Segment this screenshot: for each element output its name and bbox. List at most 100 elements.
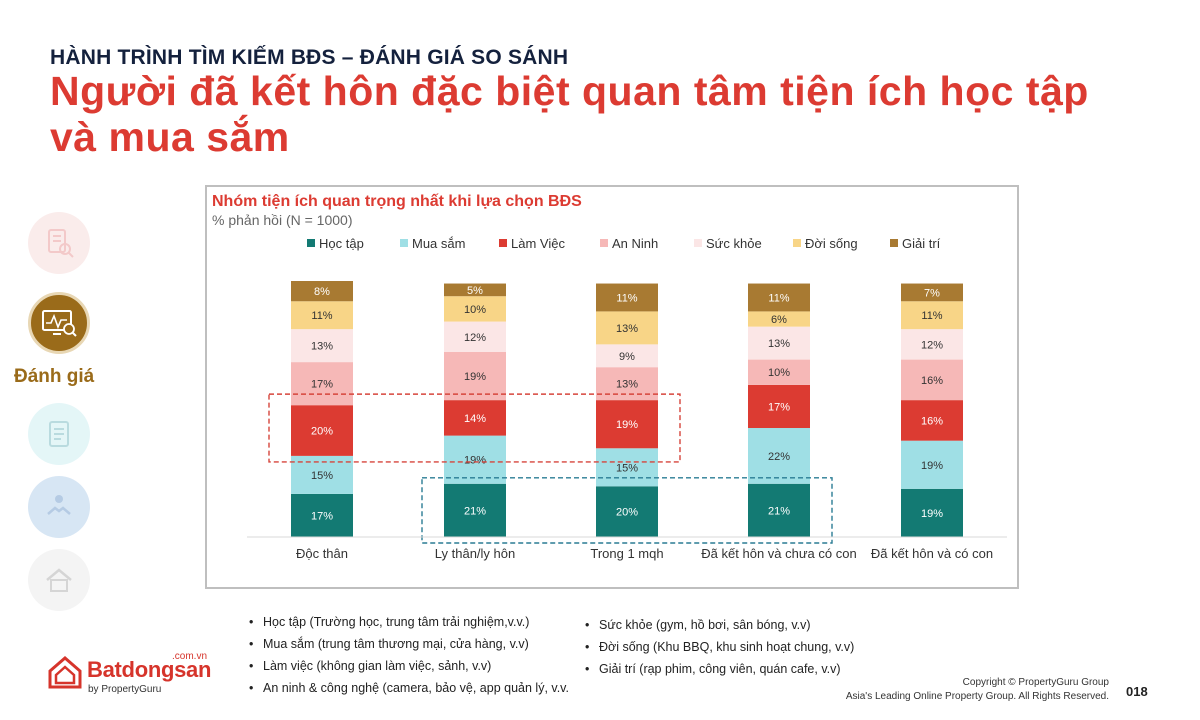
bar-segment (291, 493, 353, 537)
bar-segment (444, 351, 506, 401)
legend-label: Học tập (319, 236, 364, 251)
house-logo-icon (48, 656, 82, 689)
highlight-box (421, 477, 833, 544)
legend-swatch (793, 239, 801, 247)
legend-swatch (600, 239, 608, 247)
data-label: 12% (921, 339, 943, 351)
data-label: 13% (616, 379, 638, 391)
copyright: Copyright © PropertyGuru Group Asia's Le… (846, 676, 1109, 704)
legend-label: Đời sống (805, 236, 858, 251)
data-label: 19% (921, 460, 943, 472)
x-tick-label: Độc thân (296, 546, 348, 561)
highlight-box (268, 393, 681, 463)
data-label: 13% (311, 341, 333, 353)
legend-label: Làm Việc (511, 236, 565, 251)
data-label: 19% (616, 419, 638, 431)
chart-legend: Học tập Mua sắm Làm Việc An Ninh Sức khỏe Đời… (307, 236, 941, 251)
data-label: 17% (768, 401, 790, 413)
note-item: An ninh & công nghệ (camera, bảo vệ, app… (249, 677, 569, 699)
bar-segment (596, 311, 658, 345)
brand-domain: .com.vn (172, 651, 208, 662)
data-label: 15% (311, 470, 333, 482)
note-item: Mua sắm (trung tâm thương mại, cửa hàng,… (249, 633, 569, 655)
page-number: 018 (1126, 684, 1148, 699)
chart-highlights (268, 393, 833, 544)
chart-title: Nhóm tiện ích quan trọng nhất khi lựa ch… (212, 193, 582, 210)
data-label: 22% (768, 451, 790, 463)
checklist-icon[interactable] (28, 403, 90, 465)
bar-segment (444, 321, 506, 352)
copyright-line: Asia's Leading Online Property Group. Al… (845, 691, 1109, 702)
sidebar-active-label: Đánh giá (14, 366, 95, 387)
data-label: 19% (464, 371, 486, 383)
data-label: 17% (311, 510, 333, 522)
bar-segment (444, 400, 506, 436)
bar-segment (901, 283, 963, 302)
data-label: 9% (619, 351, 635, 363)
bar-segment (444, 483, 506, 537)
data-label: 13% (616, 323, 638, 335)
bar-segment (444, 435, 506, 484)
bar-segment (901, 301, 963, 330)
bar-segment (291, 362, 353, 406)
notes-left: Học tập (Trường học, trung tâm trải nghi… (249, 611, 569, 699)
data-label: 13% (768, 338, 790, 350)
x-tick-label: Trong 1 mqh (590, 546, 663, 561)
data-label: 17% (311, 379, 333, 391)
section-kicker: HÀNH TRÌNH TÌM KIẾM BĐS – ĐÁNH GIÁ SO SÁ… (50, 46, 569, 69)
bar-segment (901, 359, 963, 401)
data-label: 11% (616, 292, 637, 304)
legend-label: Giải trí (902, 236, 941, 251)
note-item: Giải trí (rạp phim, công viên, quán cafe… (585, 658, 854, 680)
handshake-icon[interactable] (28, 476, 90, 538)
x-tick-label: Đã kết hôn và có con (871, 546, 993, 561)
legend-label: An Ninh (612, 236, 658, 251)
bar-segment (291, 301, 353, 330)
data-label: 14% (464, 413, 486, 425)
bar-segment (596, 283, 658, 312)
data-label: 10% (768, 367, 790, 379)
x-tick-label: Ly thân/ly hôn (435, 546, 515, 561)
bar-segment (748, 326, 810, 360)
bar-segment (596, 400, 658, 449)
legend-swatch (400, 239, 408, 247)
chart-bars: 17% 15% 20% 17% 13% 11% 8% 21% 19% 14% 19% 12% 10% 5%… (291, 281, 963, 537)
document-search-icon[interactable] (28, 212, 90, 274)
monitor-analytics-icon[interactable] (28, 292, 90, 354)
data-label: 6% (771, 314, 787, 326)
bar-segment (444, 283, 506, 297)
note-item: Đời sống (Khu BBQ, khu sinh hoạt chung, … (585, 636, 854, 658)
chart-panel: Nhóm tiện ích quan trọng nhất khi lựa ch… (205, 185, 1019, 589)
data-label: 7% (924, 287, 940, 299)
data-label: 11% (921, 310, 942, 322)
legend-swatch (499, 239, 507, 247)
data-label: 21% (464, 505, 486, 517)
brand-byline: by PropertyGuru (88, 684, 162, 695)
bar-segment (596, 486, 658, 537)
bar-segment (596, 344, 658, 368)
bar-segment (901, 440, 963, 489)
data-label: 11% (311, 310, 332, 322)
bar-segment (444, 296, 506, 322)
x-axis-labels: Độc thân Ly thân/ly hôn Trong 1 mqh Đã kết … (247, 536, 1007, 561)
legend-swatch (694, 239, 702, 247)
x-tick-label: Đã kết hôn và chưa có con (701, 546, 856, 561)
brand-logo[interactable]: .com.vn Batdongsan by PropertyGuru (48, 651, 211, 695)
bar-segment (748, 359, 810, 385)
bar-segment (748, 483, 810, 537)
data-label: 19% (921, 508, 943, 520)
notes-right: Sức khỏe (gym, hồ bơi, sân bóng, v.v) Đờ… (585, 614, 854, 680)
data-label: 8% (314, 286, 330, 298)
data-label: 15% (616, 462, 638, 474)
data-label: 11% (768, 292, 789, 304)
bar-segment (596, 448, 658, 487)
note-item: Sức khỏe (gym, hồ bơi, sân bóng, v.v) (585, 614, 854, 636)
page-title: Người đã kết hôn đặc biệt quan tâm tiện … (50, 68, 1089, 160)
stacked-bar-chart: Nhóm tiện ích quan trọng nhất khi lựa ch… (212, 193, 1007, 561)
home-family-icon[interactable] (28, 549, 90, 611)
bar-segment (291, 405, 353, 456)
note-item: Làm việc (không gian làm việc, sảnh, v.v… (249, 655, 569, 677)
bar-segment (748, 384, 810, 429)
brand-name: Batdongsan (87, 657, 212, 682)
data-label: 10% (464, 304, 486, 316)
